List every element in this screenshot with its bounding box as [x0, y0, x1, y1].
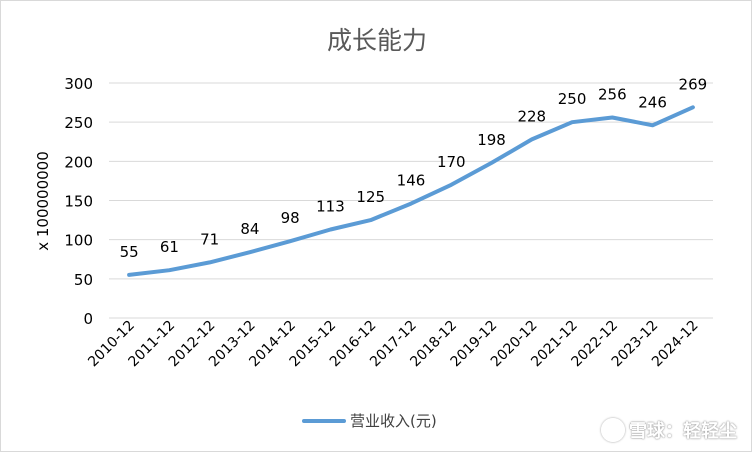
data-label: 125	[356, 188, 385, 206]
series-line	[127, 105, 695, 277]
snowball-logo-icon	[601, 418, 625, 442]
y-tick-label: 300	[64, 75, 93, 93]
series-lines	[127, 105, 695, 277]
grid-lines	[109, 82, 713, 319]
watermark-text: 雪球：轻轻尘	[629, 421, 737, 442]
x-tick-labels: 2010-122011-122012-122013-122014-122015-…	[85, 318, 701, 371]
y-tick-label: 50	[74, 271, 93, 289]
data-label: 170	[437, 153, 466, 171]
data-label: 113	[316, 197, 345, 215]
data-label: 61	[160, 238, 179, 256]
data-label: 250	[558, 90, 587, 108]
data-label: 55	[120, 243, 139, 261]
data-label: 98	[281, 209, 300, 227]
data-label: 84	[240, 220, 259, 238]
y-tick-label: 200	[64, 153, 93, 171]
data-label: 198	[477, 131, 506, 149]
data-label: 71	[200, 230, 219, 248]
y-tick-label: 0	[83, 310, 93, 328]
y-tick-label: 100	[64, 232, 93, 250]
y-tick-label: 150	[64, 193, 93, 211]
legend-label: 营业收入(元)	[350, 412, 437, 430]
data-label: 269	[679, 75, 708, 93]
watermark: 雪球：轻轻尘	[601, 417, 737, 443]
y-tick-label: 250	[64, 114, 93, 132]
data-label: 146	[397, 172, 426, 190]
y-tick-labels: 0 50 100 150 200 250 300	[64, 75, 93, 328]
data-label: 228	[517, 107, 546, 125]
legend: 营业收入(元)	[302, 412, 437, 430]
data-labels: 55 61 71 84 98 113 125 146 170 198 228 250 256 246 269	[120, 75, 708, 261]
chart-title: 成长能力	[327, 26, 427, 55]
data-label: 246	[638, 93, 667, 111]
data-label: 256	[598, 85, 627, 103]
y-axis-label: x 100000000	[34, 151, 52, 251]
